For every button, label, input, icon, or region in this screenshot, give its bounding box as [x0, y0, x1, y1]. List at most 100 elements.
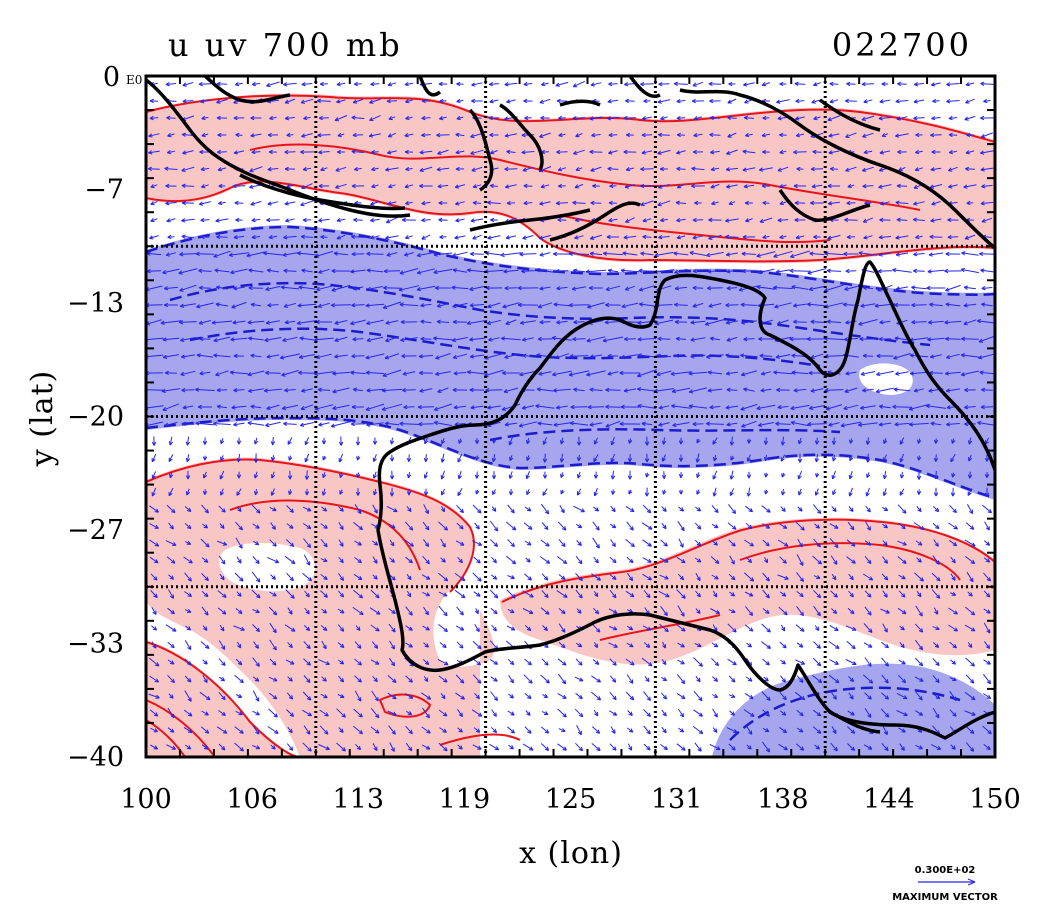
wind-vector — [793, 303, 807, 308]
wind-vector — [950, 573, 956, 581]
wind-vector — [913, 115, 925, 121]
wind-vector — [165, 540, 177, 546]
wind-vector — [469, 387, 485, 393]
wind-vector — [185, 625, 192, 631]
wind-vector — [542, 437, 547, 445]
positive-region-north — [146, 93, 995, 264]
wind-vector — [438, 624, 448, 633]
wind-vector — [864, 590, 872, 598]
wind-vector — [610, 505, 616, 513]
wind-vector — [656, 370, 672, 377]
wind-vector — [423, 676, 429, 683]
wind-vector — [864, 692, 872, 700]
wind-vector — [966, 200, 974, 206]
wind-vector — [661, 506, 667, 512]
wind-vector — [282, 336, 298, 343]
wind-vector — [557, 708, 567, 718]
wind-vector — [336, 149, 345, 155]
wind-vector — [676, 150, 686, 155]
wind-vector — [489, 99, 499, 104]
wind-vector — [897, 556, 907, 564]
wind-vector — [696, 489, 701, 495]
wind-vector — [880, 608, 890, 614]
axis-ticks — [145, 75, 996, 758]
wind-vector — [199, 371, 211, 376]
wind-vector — [863, 744, 873, 750]
wind-vector — [183, 556, 193, 564]
wind-vector — [539, 201, 551, 206]
wind-vector — [522, 743, 534, 751]
wind-vector — [865, 521, 871, 531]
wind-vector — [744, 591, 754, 597]
wind-vector — [628, 489, 633, 495]
wind-vector — [471, 709, 483, 717]
wind-vector — [162, 403, 180, 411]
wind-vector — [593, 709, 599, 717]
wind-vector — [166, 556, 176, 564]
wind-vector — [537, 302, 553, 309]
wind-vector — [337, 132, 345, 138]
wind-vector — [661, 692, 668, 700]
wind-vector — [372, 454, 377, 463]
wind-vector — [230, 268, 248, 275]
wind-vector — [607, 99, 619, 104]
wind-vector — [797, 538, 803, 548]
wind-vector — [978, 335, 995, 343]
wind-vector — [201, 132, 209, 138]
wind-vector — [213, 353, 231, 358]
wind-vector — [452, 251, 468, 258]
wind-vector — [167, 607, 175, 615]
wind-vector — [589, 354, 603, 359]
wind-vector — [505, 521, 517, 531]
wind-vector — [898, 590, 906, 598]
wind-vector — [404, 200, 413, 206]
wind-vector — [948, 149, 957, 155]
wind-vector — [694, 200, 702, 206]
wind-vector — [389, 454, 395, 462]
wind-vector — [453, 371, 467, 376]
wind-vector — [404, 521, 414, 531]
wind-vector — [372, 556, 378, 564]
coast-sulawesi-2 — [499, 103, 544, 171]
wind-vector — [268, 676, 278, 682]
wind-vector — [456, 522, 464, 530]
wind-vector — [539, 98, 551, 104]
y-tick-label: −27 — [67, 515, 124, 546]
wind-vector — [455, 674, 465, 684]
wind-vector — [202, 659, 208, 665]
corner-label-zero: 0 — [103, 62, 120, 93]
wind-vector — [421, 98, 431, 104]
wind-vector — [795, 624, 805, 632]
wind-vector — [286, 692, 294, 700]
wind-vector — [575, 642, 583, 648]
wind-vector — [252, 540, 260, 546]
wind-vector — [896, 217, 908, 223]
wind-vector — [440, 453, 445, 463]
wind-vector — [350, 421, 365, 427]
wind-vector — [271, 471, 276, 479]
wind-vector — [248, 285, 264, 291]
wind-vector — [300, 234, 313, 240]
wind-vector — [949, 691, 957, 702]
wind-vector — [913, 388, 925, 393]
wind-vector — [709, 98, 721, 104]
wind-vector — [266, 217, 280, 223]
wind-vector — [593, 487, 598, 497]
wind-vector — [780, 506, 786, 512]
wind-vector — [729, 555, 735, 565]
wind-vector — [761, 623, 771, 633]
wind-vector — [746, 471, 752, 479]
wind-vector — [522, 353, 534, 358]
wind-vector — [728, 81, 736, 87]
wind-vector — [179, 303, 196, 308]
wind-vector — [882, 488, 887, 497]
wind-vector — [981, 302, 993, 307]
wind-vector — [455, 692, 466, 700]
wind-vector — [303, 625, 311, 632]
wind-vector — [726, 727, 738, 733]
wind-vector — [913, 81, 924, 87]
wind-vector — [370, 624, 380, 632]
wind-vector — [950, 487, 956, 497]
wind-vector — [589, 116, 603, 121]
wind-vector — [661, 522, 667, 530]
